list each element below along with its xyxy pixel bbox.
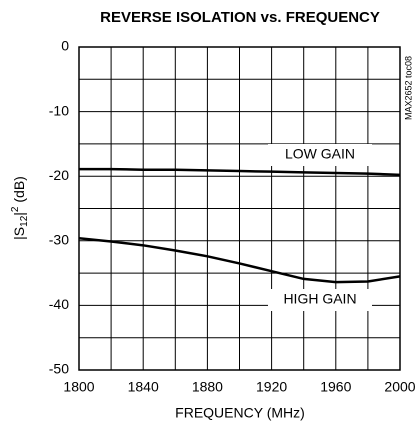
y-label-part: (dB) — [11, 176, 27, 206]
y-label-sub: 12 — [19, 215, 30, 227]
x-tick-label: 1880 — [192, 379, 223, 395]
figure-note: MAX2652 toc08 — [403, 56, 413, 120]
x-tick-label: 2000 — [384, 379, 415, 395]
data-line — [79, 167, 401, 177]
y-label-sup: 2 — [10, 206, 21, 212]
y-axis-label: |S12|2 (dB) — [10, 176, 30, 240]
y-label-part: | — [11, 212, 27, 216]
data-line — [78, 236, 401, 284]
x-axis-label: FREQUENCY (MHz) — [175, 405, 305, 421]
y-label-part: |S — [11, 227, 27, 240]
series-label: HIGH GAIN — [283, 291, 356, 307]
x-tick-label: 1800 — [63, 379, 94, 395]
x-tick-label: 1840 — [128, 379, 159, 395]
chart-title: REVERSE ISOLATION vs. FREQUENCY — [100, 9, 380, 26]
series-label: LOW GAIN — [285, 146, 355, 162]
plot-frame — [78, 46, 401, 371]
y-tick-label: 0 — [61, 38, 69, 54]
y-tick-label: -40 — [49, 296, 69, 312]
y-tick-label: -30 — [49, 232, 69, 248]
y-tick-label: -10 — [49, 102, 69, 118]
x-tick-label: 1920 — [256, 379, 287, 395]
label-background — [268, 144, 372, 166]
label-background — [268, 289, 372, 311]
y-tick-label: -50 — [49, 361, 69, 377]
x-tick-label: 1960 — [320, 379, 351, 395]
y-tick-label: -20 — [49, 167, 69, 183]
